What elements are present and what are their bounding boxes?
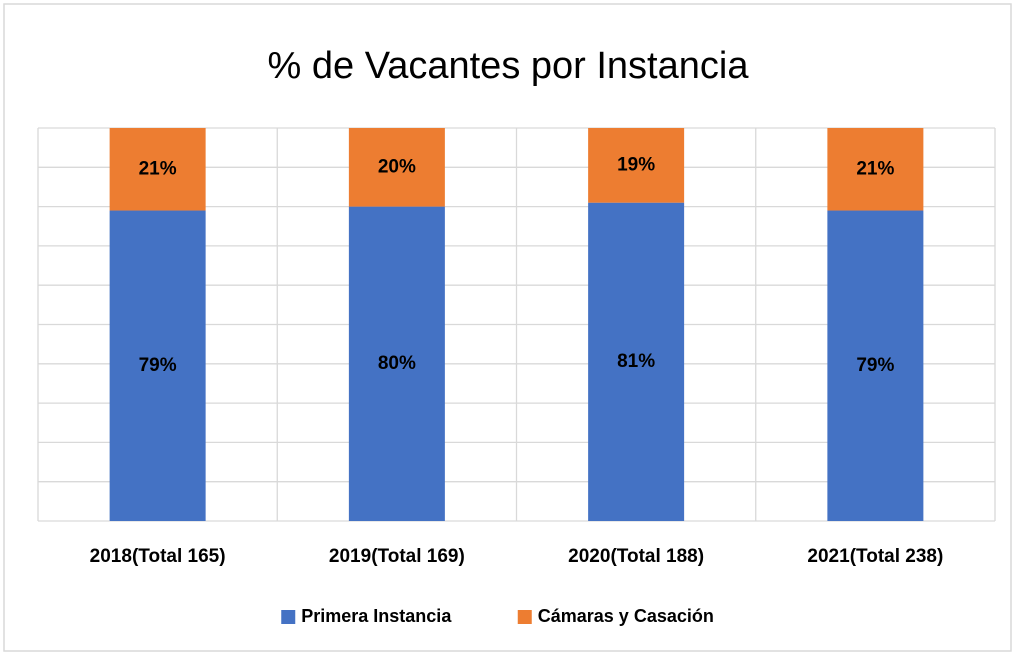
data-label: 21% (139, 158, 177, 179)
data-label: 81% (617, 351, 655, 372)
legend-swatch (281, 610, 296, 624)
x-tick-label: 2021(Total 238) (807, 546, 943, 567)
bar-segment (827, 210, 924, 521)
x-tick-label: 2020(Total 188) (568, 546, 704, 567)
data-label: 19% (617, 154, 655, 175)
legend-label: Cámaras y Casación (538, 606, 714, 626)
bar-segment (588, 202, 685, 522)
legend-swatch (517, 610, 532, 624)
bar-segment (109, 210, 206, 521)
data-label: 79% (139, 355, 177, 376)
data-label: 21% (856, 158, 894, 179)
data-label: 79% (856, 355, 894, 376)
bar-segment (348, 128, 445, 207)
bar-segment (827, 128, 924, 211)
x-tick-label: 2019(Total 169) (329, 546, 465, 567)
chart-title: % de Vacantes por Instancia (268, 45, 750, 87)
data-label: 20% (378, 156, 416, 177)
bar-segment (588, 128, 685, 203)
data-label: 80% (378, 353, 416, 374)
x-tick-label: 2018(Total 165) (90, 546, 226, 567)
legend-label: Primera Instancia (301, 606, 452, 626)
bar-segment (348, 206, 445, 521)
bar-segment (109, 128, 206, 211)
